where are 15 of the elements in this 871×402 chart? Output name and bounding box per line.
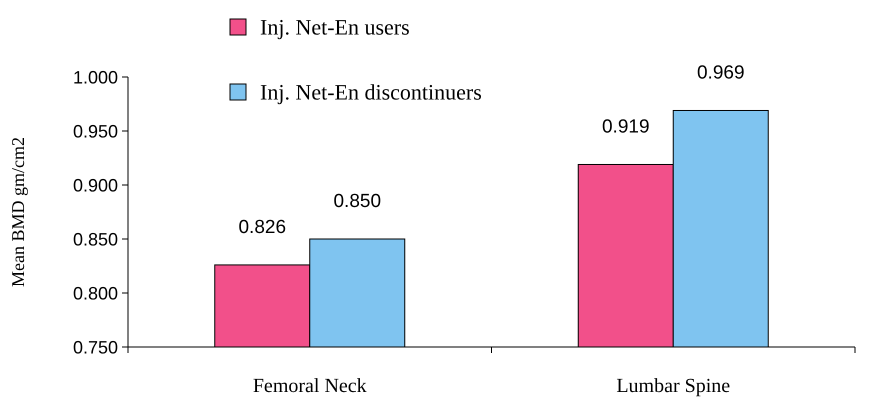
data-label: 0.969 xyxy=(696,62,745,84)
x-tick-label: Femoral Neck xyxy=(252,375,367,397)
y-tick-label: 0.950 xyxy=(72,121,118,142)
y-tick-label: 0.800 xyxy=(72,283,118,304)
x-tick-label: Lumbar Spine xyxy=(616,375,730,397)
legend-label: Inj. Net-En discontinuers xyxy=(260,80,482,105)
data-label: 0.919 xyxy=(602,116,650,138)
data-label: 0.850 xyxy=(333,191,382,212)
legend-label: Inj. Net-En users xyxy=(260,14,410,40)
y-tick-label: 0.750 xyxy=(72,337,118,358)
data-label: 0.826 xyxy=(238,216,286,238)
y-tick-label: 0.850 xyxy=(72,229,118,250)
y-axis-title: Mean BMD gm/cm2 xyxy=(8,137,28,287)
y-tick-label: 1.000 xyxy=(72,67,118,88)
y-tick-label: 0.900 xyxy=(72,175,118,196)
